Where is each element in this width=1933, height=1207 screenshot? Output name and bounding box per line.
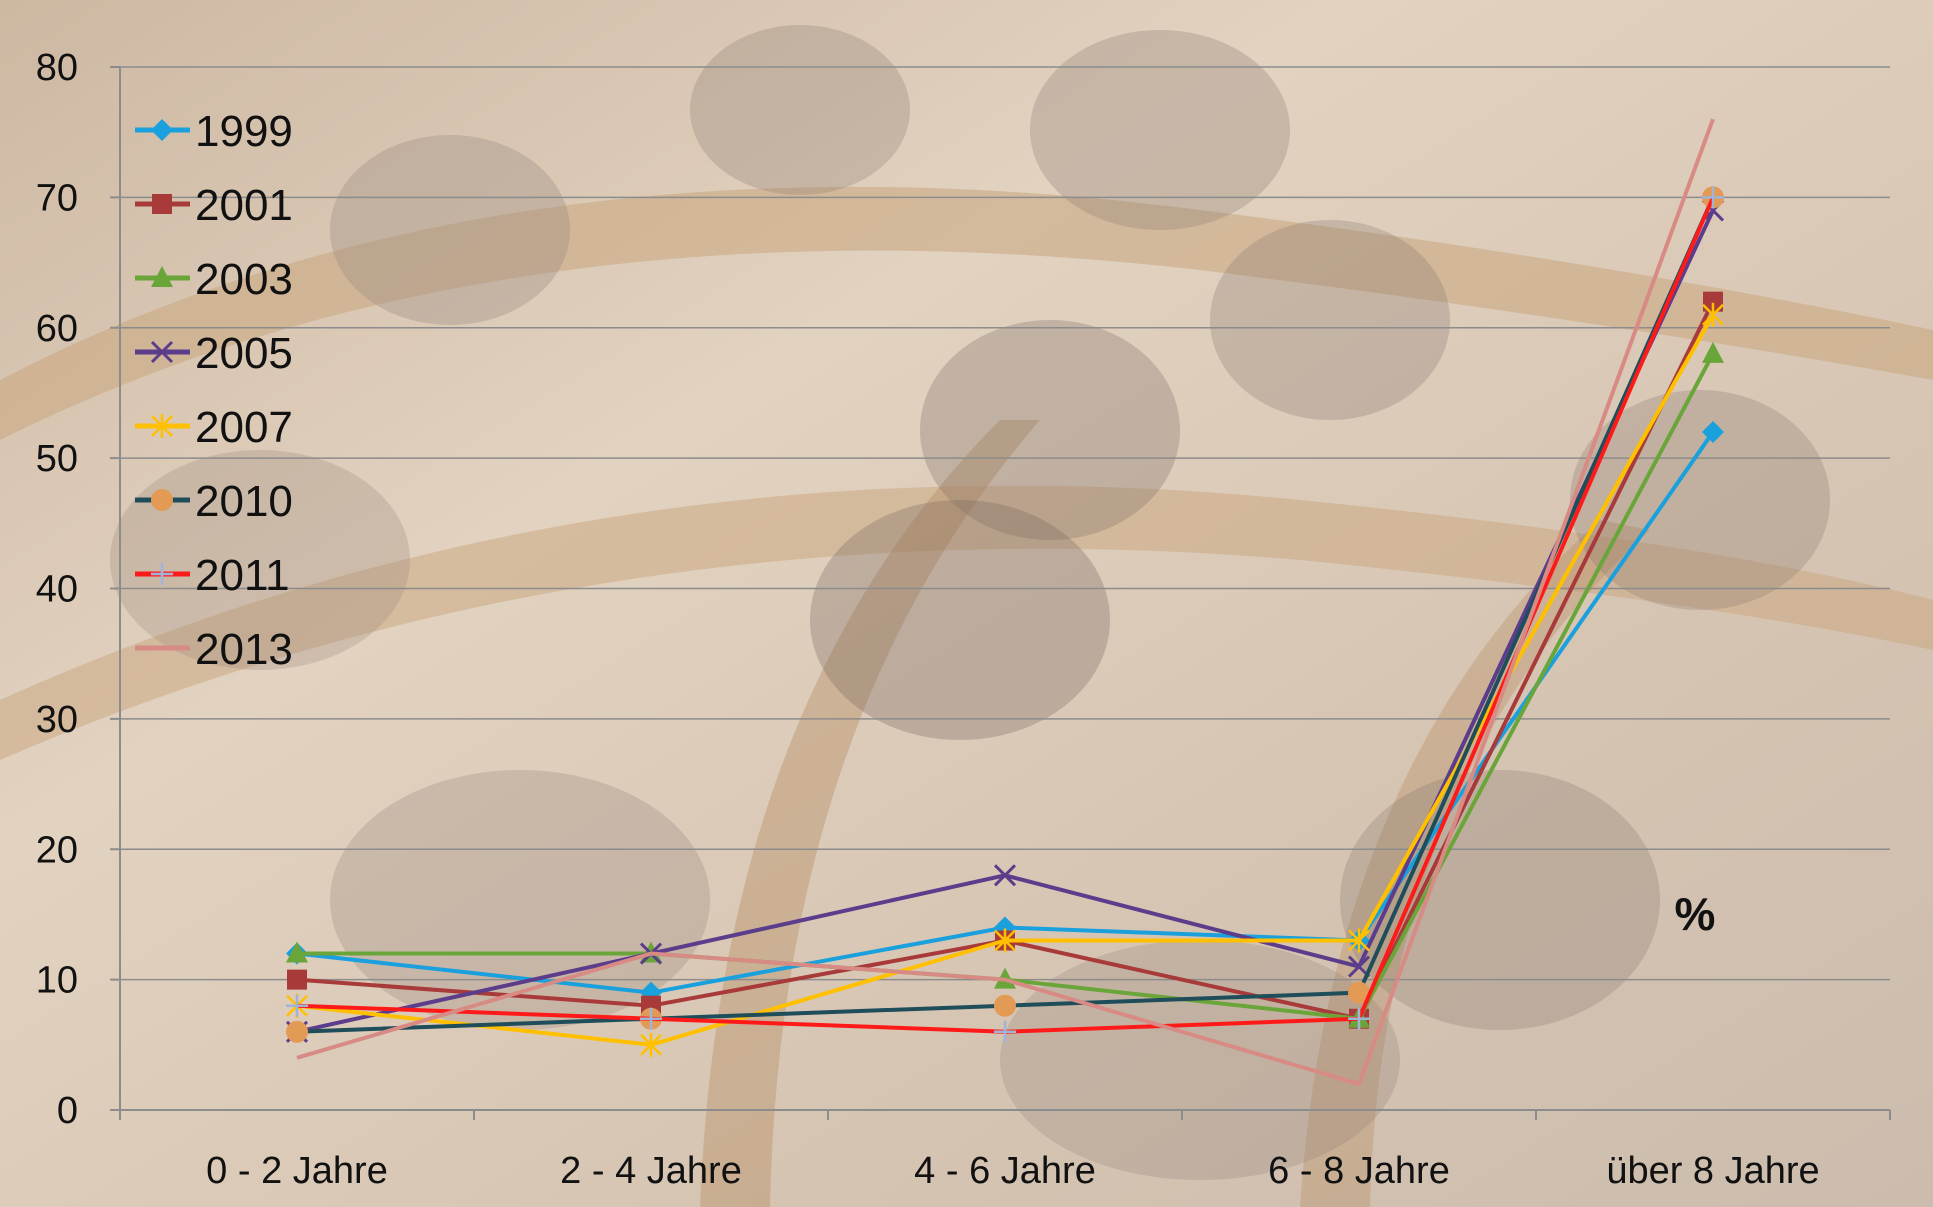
legend-marker — [152, 194, 172, 214]
data-point — [287, 969, 307, 990]
legend-entry: 2007 — [135, 403, 293, 452]
data-point — [1702, 341, 1724, 363]
legend-entry: 1999 — [135, 107, 293, 156]
data-point — [640, 1007, 662, 1030]
x-tick-label: 4 - 6 Jahre — [914, 1150, 1096, 1192]
y-tick-label: 70 — [36, 177, 78, 219]
legend-label: 2003 — [195, 255, 293, 304]
y-tick-label: 40 — [36, 569, 78, 611]
legend-marker — [151, 119, 173, 141]
legend-entry: 2013 — [135, 625, 293, 674]
x-tick-label: über 8 Jahre — [1606, 1150, 1819, 1192]
data-point — [994, 1020, 1016, 1043]
series-line — [296, 118, 1715, 1086]
legend-marker — [151, 489, 173, 511]
y-tick-label: 60 — [36, 308, 78, 350]
data-point — [1348, 928, 1370, 953]
percent-annotation: % — [1675, 888, 1716, 940]
legend-label: 2007 — [195, 403, 293, 452]
series-2011 — [286, 186, 1724, 1043]
legend-marker — [150, 340, 174, 364]
data-point — [994, 928, 1016, 953]
legend-marker — [151, 414, 173, 438]
data-point — [1348, 1007, 1370, 1030]
legend-label: 1999 — [195, 107, 293, 156]
legend: 1999 2001 2003 2005 2007 2010 2011 2013 — [135, 107, 293, 674]
y-axis-tick-labels: 0 10 20 30 40 50 60 70 80 — [36, 47, 78, 1132]
data-point — [286, 1020, 308, 1043]
x-tick-label: 6 - 8 Jahre — [1268, 1150, 1450, 1192]
series-2013 — [296, 118, 1715, 1086]
legend-label: 2011 — [195, 551, 290, 600]
data-point — [1348, 981, 1370, 1004]
data-point — [286, 994, 308, 1017]
data-point — [1702, 421, 1724, 444]
legend-marker — [151, 563, 173, 585]
legend-entry: 2001 — [135, 181, 293, 230]
data-point — [993, 864, 1017, 887]
data-point — [286, 941, 308, 963]
y-tick-label: 20 — [36, 829, 78, 871]
legend-label: 2005 — [195, 329, 293, 378]
legend-entry: 2003 — [135, 255, 293, 304]
data-point — [994, 994, 1016, 1017]
legend-entry: 2005 — [135, 329, 293, 378]
axes — [110, 66, 1891, 1120]
legend-entry: 2011 — [135, 551, 290, 600]
legend-label: 2001 — [195, 181, 293, 230]
legend-entry: 2010 — [135, 477, 293, 526]
y-tick-label: 0 — [57, 1090, 78, 1132]
legend-marker — [151, 266, 173, 287]
y-tick-label: 50 — [36, 438, 78, 480]
y-tick-label: 80 — [36, 47, 78, 89]
x-tick-label: 0 - 2 Jahre — [206, 1150, 388, 1192]
y-tick-label: 30 — [36, 699, 78, 741]
data-point — [1703, 291, 1723, 312]
data-point — [1702, 186, 1724, 209]
x-axis-tick-labels: 0 - 2 Jahre 2 - 4 Jahre 4 - 6 Jahre 6 - 8 J… — [206, 1150, 1820, 1192]
series-lines — [285, 118, 1725, 1086]
data-point — [640, 1032, 662, 1057]
data-point — [1702, 302, 1724, 327]
legend-label: 2010 — [195, 477, 293, 526]
legend-label: 2013 — [195, 625, 293, 674]
x-tick-label: 2 - 4 Jahre — [560, 1150, 742, 1192]
y-tick-label: 10 — [36, 960, 78, 1002]
